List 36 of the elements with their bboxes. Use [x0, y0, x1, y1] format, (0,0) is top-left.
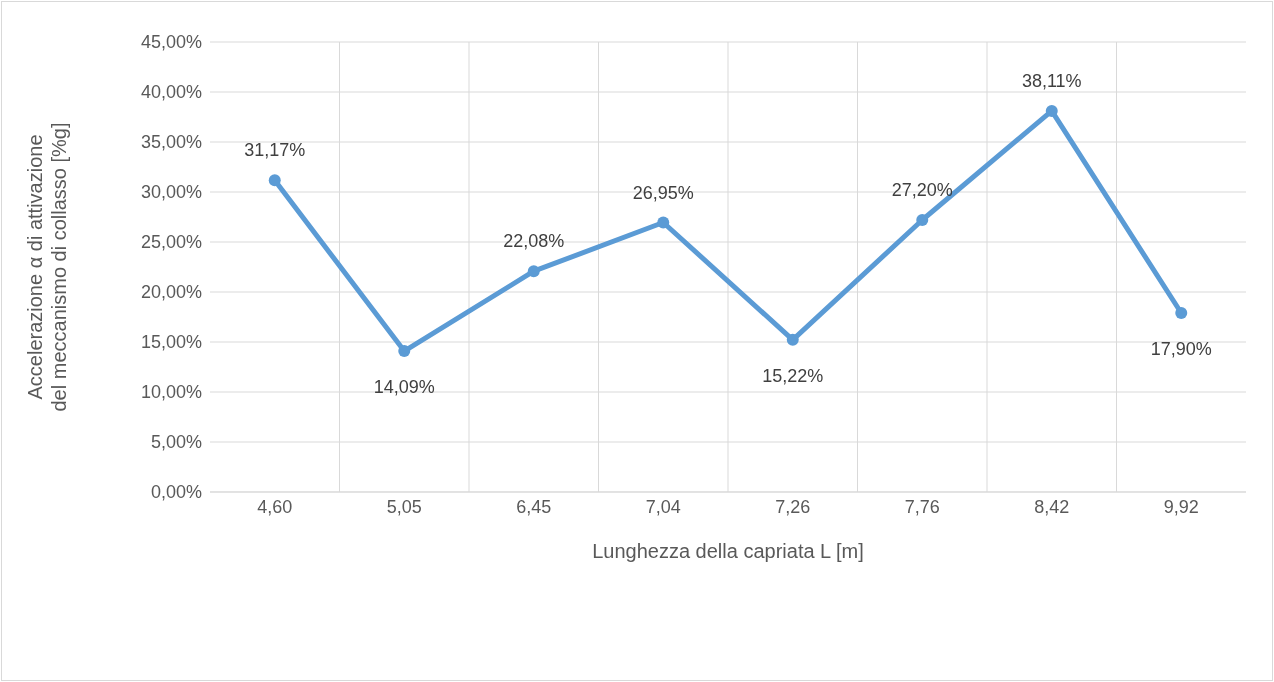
data-label: 22,08% [503, 231, 565, 252]
x-tick-label: 7,26 [775, 496, 811, 517]
data-label: 15,22% [762, 365, 824, 386]
y-tick-label: 40,00% [140, 82, 202, 103]
y-tick-label: 45,00% [140, 32, 202, 53]
point [786, 333, 799, 346]
x-tick-label: 4,60 [257, 496, 293, 517]
x-tick-label: 7,76 [904, 496, 940, 517]
point [268, 174, 281, 187]
x-tick-label: 8,42 [1034, 496, 1070, 517]
x-tick-label: 9,92 [1163, 496, 1199, 517]
x-tick-label: 7,04 [645, 496, 681, 517]
point [1175, 307, 1188, 319]
y-tick-label: 10,00% [140, 382, 202, 403]
data-label: 14,09% [373, 377, 435, 398]
data-label: 38,11% [1021, 70, 1082, 91]
x-tick-label: 5,05 [386, 496, 422, 517]
data-label: 27,20% [891, 180, 953, 200]
data-label: 26,95% [632, 182, 694, 203]
point [916, 214, 929, 226]
data-label: 17,90% [1150, 339, 1212, 359]
data-label: 31,17% [244, 140, 306, 161]
x-axis-title: Lunghezza della capriata L [m] [592, 540, 864, 562]
point [398, 345, 411, 358]
y-tick-label: 20,00% [140, 282, 202, 303]
y-tick-label: 25,00% [140, 232, 202, 253]
y-tick-label: 35,00% [140, 132, 202, 153]
y-axis-title: Accelerazione α di attivazione del meccanismo di collasso [%g] [24, 122, 70, 412]
x-tick-label: 6,45 [516, 496, 552, 517]
point [527, 265, 540, 278]
y-tick-label: 5,00% [150, 432, 202, 453]
y-tick-label: 15,00% [140, 332, 202, 353]
y-tick-label: 0,00% [150, 482, 202, 503]
y-tick-label: 30,00% [140, 182, 202, 203]
point [1045, 104, 1058, 117]
point [657, 216, 670, 229]
